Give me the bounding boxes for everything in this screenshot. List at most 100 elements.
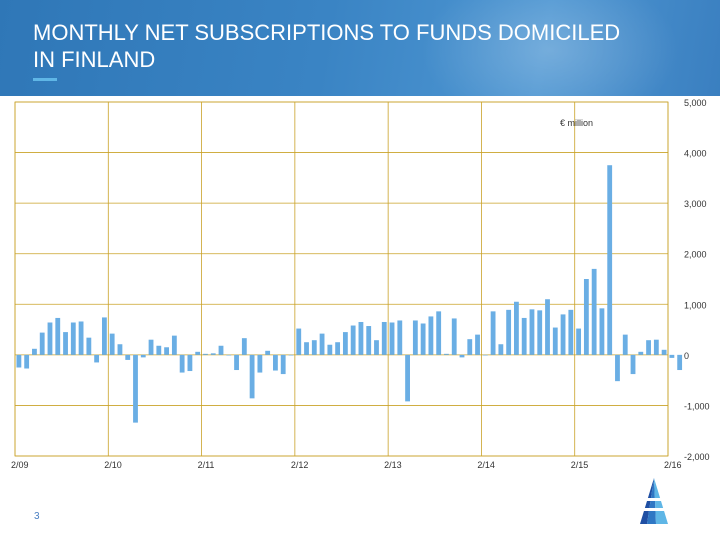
bar — [39, 332, 45, 355]
bar — [397, 320, 403, 355]
bar — [358, 321, 364, 355]
y-tick-label: 1,000 — [684, 300, 707, 310]
y-tick-label: 2,000 — [684, 250, 707, 260]
bar — [529, 309, 535, 355]
bar — [583, 279, 589, 355]
bar — [342, 332, 348, 355]
bar — [537, 310, 543, 355]
bar — [109, 333, 115, 355]
bar — [234, 354, 239, 371]
bar — [187, 354, 193, 372]
bar — [638, 351, 644, 355]
bar — [467, 339, 473, 355]
bar — [661, 349, 667, 355]
bar — [47, 322, 53, 355]
x-tick-label: 2/14 — [477, 460, 495, 470]
bar — [591, 268, 597, 355]
bar — [428, 316, 434, 355]
slide-title: MONTHLY NET SUBSCRIPTIONS TO FUNDS DOMIC… — [33, 20, 621, 72]
bar — [140, 354, 146, 358]
bar — [304, 342, 309, 355]
subscriptions-bar-chart: 5,0004,0003,0002,0001,0000-1,000-2,0002/… — [11, 98, 710, 470]
bar — [288, 354, 294, 356]
bar — [218, 345, 224, 355]
bar — [164, 347, 169, 355]
bar — [63, 332, 68, 355]
x-tick-label: 2/11 — [198, 460, 215, 470]
bar — [350, 325, 356, 355]
title-underline — [33, 78, 57, 81]
bar — [545, 299, 550, 355]
bar — [179, 354, 185, 373]
bar — [70, 322, 76, 355]
bar — [101, 317, 107, 355]
bar — [24, 354, 30, 369]
bar — [490, 311, 496, 355]
bar — [210, 353, 216, 355]
bar — [195, 351, 201, 355]
bar — [311, 340, 317, 355]
bar — [366, 326, 372, 355]
bar — [280, 354, 286, 375]
x-tick-label: 2/09 — [11, 460, 29, 470]
bar — [257, 354, 263, 373]
bar — [436, 311, 442, 355]
x-tick-label: 2/12 — [291, 460, 309, 470]
organization-logo — [640, 478, 668, 524]
bar — [16, 354, 22, 368]
bar — [475, 334, 480, 355]
bar — [319, 333, 325, 355]
bar — [94, 354, 100, 363]
bar — [560, 314, 566, 355]
unit-label: € million — [560, 118, 593, 128]
bar — [55, 317, 61, 355]
bar — [576, 328, 582, 355]
bar — [148, 339, 154, 355]
bar — [514, 301, 519, 355]
bar — [241, 338, 247, 355]
bar — [506, 309, 512, 355]
y-tick-label: -1,000 — [684, 401, 710, 411]
bar — [265, 350, 271, 355]
slide-header: MONTHLY NET SUBSCRIPTIONS TO FUNDS DOMIC… — [0, 0, 720, 96]
bar — [568, 309, 574, 355]
bar — [459, 354, 465, 358]
y-tick-label: 3,000 — [684, 199, 707, 209]
bar — [646, 340, 651, 355]
bar — [653, 339, 659, 355]
bar — [389, 322, 395, 355]
y-tick-label: 4,000 — [684, 149, 707, 159]
bar — [86, 337, 92, 355]
x-tick-label: 2/16 — [664, 460, 682, 470]
bar — [615, 354, 620, 382]
page-number: 3 — [34, 511, 40, 522]
bar — [32, 348, 37, 355]
y-tick-label: 5,000 — [684, 98, 707, 108]
bar — [327, 344, 333, 355]
bar — [630, 354, 636, 375]
bar — [599, 308, 605, 355]
bar — [296, 328, 302, 355]
x-tick-label: 2/13 — [384, 460, 402, 470]
bar — [125, 354, 131, 360]
bar — [412, 320, 418, 355]
bar — [622, 334, 628, 355]
bar — [677, 354, 683, 371]
bar — [156, 345, 162, 355]
bar — [171, 335, 177, 355]
bar — [521, 317, 527, 355]
bar — [133, 354, 138, 423]
y-tick-label: 0 — [684, 351, 689, 361]
y-tick-label: -2,000 — [684, 452, 710, 462]
bar — [669, 354, 675, 358]
bar — [374, 340, 379, 355]
bar — [482, 354, 488, 356]
bar — [451, 318, 457, 355]
bar — [117, 344, 123, 355]
bar — [381, 321, 387, 355]
bar — [273, 354, 278, 371]
x-tick-label: 2/10 — [104, 460, 122, 470]
bar — [552, 327, 558, 355]
bar — [78, 321, 84, 355]
bar — [405, 354, 410, 402]
